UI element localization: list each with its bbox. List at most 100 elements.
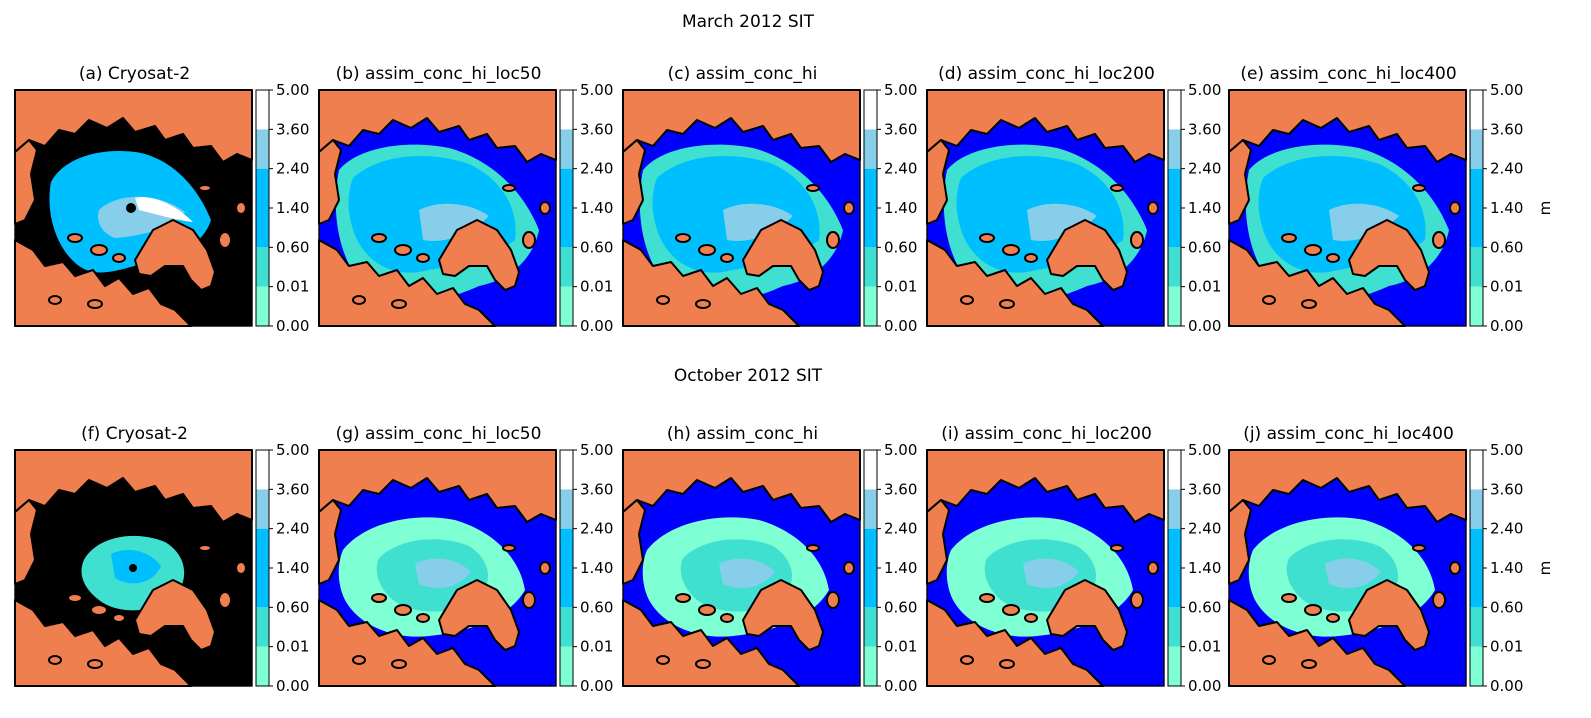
colorbar-segment bbox=[1168, 90, 1181, 130]
sea-ice-thickness-map bbox=[622, 449, 861, 687]
colorbar-segment bbox=[1168, 286, 1181, 326]
colorbar-segment bbox=[1168, 168, 1181, 208]
colorbar: 0.00 0.01 0.60 1.40 2.40 3.60 5.00 bbox=[559, 81, 613, 335]
colorbar-segment bbox=[560, 489, 573, 529]
colorbar-segment bbox=[864, 247, 877, 287]
colorbar-tick-label: 3.60 bbox=[884, 120, 917, 138]
colorbar-tick-label: 5.00 bbox=[1490, 81, 1523, 99]
colorbar-segment bbox=[1470, 568, 1483, 608]
colorbar-tick-label: 5.00 bbox=[580, 81, 613, 99]
colorbar-tick-label: 3.60 bbox=[276, 480, 309, 498]
sea-ice-thickness-map bbox=[926, 449, 1165, 687]
row-title: October 2012 SIT bbox=[674, 366, 823, 386]
colorbar-segment bbox=[1470, 607, 1483, 647]
colorbar-tick-label: 3.60 bbox=[884, 480, 917, 498]
colorbar-tick-label: 0.01 bbox=[1490, 638, 1523, 656]
colorbar-tick-label: 1.40 bbox=[1188, 559, 1221, 577]
colorbar-segment bbox=[864, 607, 877, 647]
colorbar-segment bbox=[256, 450, 269, 490]
colorbar-tick-label: 5.00 bbox=[1490, 441, 1523, 459]
colorbar-segment bbox=[256, 489, 269, 529]
colorbar: 0.00 0.01 0.60 1.40 2.40 3.60 5.00 bbox=[1167, 81, 1221, 335]
colorbar: 0.00 0.01 0.60 1.40 2.40 3.60 5.00 bbox=[255, 81, 309, 335]
panel-title: (d) assim_conc_hi_loc200 bbox=[938, 64, 1155, 84]
colorbar-tick-label: 0.60 bbox=[884, 238, 917, 256]
colorbar-tick-label: 0.60 bbox=[580, 598, 613, 616]
row-title: March 2012 SIT bbox=[682, 12, 815, 32]
colorbar-segment bbox=[560, 607, 573, 647]
colorbar-unit-label: m bbox=[1536, 201, 1554, 216]
colorbar-segment bbox=[560, 247, 573, 287]
colorbar-tick-label: 1.40 bbox=[884, 199, 917, 217]
sea-ice-thickness-map bbox=[318, 89, 557, 327]
colorbar-segment bbox=[256, 208, 269, 248]
colorbar-segment bbox=[560, 129, 573, 169]
colorbar-segment bbox=[560, 90, 573, 130]
panel-title: (j) assim_conc_hi_loc400 bbox=[1243, 424, 1454, 444]
colorbar-tick-label: 0.00 bbox=[276, 677, 309, 695]
colorbar-tick-label: 1.40 bbox=[276, 559, 309, 577]
colorbar-segment bbox=[1168, 528, 1181, 568]
colorbar-tick-label: 1.40 bbox=[1490, 199, 1523, 217]
colorbar-tick-label: 2.40 bbox=[884, 520, 917, 538]
colorbar: 0.00 0.01 0.60 1.40 2.40 3.60 5.00 bbox=[863, 441, 917, 695]
colorbar-tick-label: 0.01 bbox=[884, 638, 917, 656]
colorbar-segment bbox=[1168, 208, 1181, 248]
colorbar-tick-label: 3.60 bbox=[1188, 480, 1221, 498]
colorbar-segment bbox=[864, 489, 877, 529]
colorbar-segment bbox=[1168, 568, 1181, 608]
colorbar-tick-label: 0.00 bbox=[1188, 677, 1221, 695]
colorbar-segment bbox=[560, 646, 573, 686]
colorbar-tick-label: 2.40 bbox=[276, 520, 309, 538]
colorbar: 0.00 0.01 0.60 1.40 2.40 3.60 5.00 bbox=[559, 441, 613, 695]
colorbar-tick-label: 0.01 bbox=[884, 278, 917, 296]
colorbar-segment bbox=[256, 568, 269, 608]
colorbar-tick-label: 0.60 bbox=[1490, 238, 1523, 256]
colorbar-segment bbox=[1168, 450, 1181, 490]
colorbar-tick-label: 0.00 bbox=[1188, 317, 1221, 335]
colorbar-segment bbox=[256, 90, 269, 130]
panel-title: (c) assim_conc_hi bbox=[668, 64, 818, 84]
colorbar-tick-label: 0.00 bbox=[276, 317, 309, 335]
colorbar: 0.00 0.01 0.60 1.40 2.40 3.60 5.00 m bbox=[1469, 441, 1554, 695]
colorbar-segment bbox=[1168, 646, 1181, 686]
colorbar: 0.00 0.01 0.60 1.40 2.40 3.60 5.00 m bbox=[1469, 81, 1554, 335]
colorbar-tick-label: 0.00 bbox=[1490, 317, 1523, 335]
colorbar-segment bbox=[1168, 607, 1181, 647]
colorbar-segment bbox=[256, 607, 269, 647]
colorbar-tick-label: 2.40 bbox=[884, 160, 917, 178]
colorbar-segment bbox=[864, 528, 877, 568]
panel-title: (g) assim_conc_hi_loc50 bbox=[336, 424, 542, 444]
colorbar-tick-label: 1.40 bbox=[276, 199, 309, 217]
colorbar-tick-label: 0.60 bbox=[1490, 598, 1523, 616]
colorbar-tick-label: 0.60 bbox=[580, 238, 613, 256]
colorbar-tick-label: 3.60 bbox=[1188, 120, 1221, 138]
colorbar-tick-label: 0.01 bbox=[276, 278, 309, 296]
sea-ice-thickness-map bbox=[926, 89, 1165, 327]
colorbar: 0.00 0.01 0.60 1.40 2.40 3.60 5.00 bbox=[863, 81, 917, 335]
colorbar-segment bbox=[864, 646, 877, 686]
colorbar-segment bbox=[864, 286, 877, 326]
colorbar-segment bbox=[864, 208, 877, 248]
panel-title: (h) assim_conc_hi bbox=[667, 424, 818, 444]
colorbar-segment bbox=[1470, 129, 1483, 169]
colorbar-tick-label: 0.01 bbox=[580, 638, 613, 656]
panel-title: (i) assim_conc_hi_loc200 bbox=[941, 424, 1152, 444]
colorbar-tick-label: 1.40 bbox=[1188, 199, 1221, 217]
colorbar-tick-label: 3.60 bbox=[580, 120, 613, 138]
colorbar-segment bbox=[1470, 90, 1483, 130]
colorbar-segment bbox=[1470, 646, 1483, 686]
colorbar-tick-label: 2.40 bbox=[580, 160, 613, 178]
colorbar-tick-label: 2.40 bbox=[276, 160, 309, 178]
colorbar-tick-label: 0.60 bbox=[884, 598, 917, 616]
colorbar-segment bbox=[1470, 286, 1483, 326]
colorbar-tick-label: 0.60 bbox=[276, 598, 309, 616]
colorbar-tick-label: 0.00 bbox=[884, 317, 917, 335]
colorbar-tick-label: 0.00 bbox=[580, 677, 613, 695]
colorbar-tick-label: 2.40 bbox=[1490, 160, 1523, 178]
colorbar-tick-label: 0.00 bbox=[884, 677, 917, 695]
colorbar-tick-label: 1.40 bbox=[580, 199, 613, 217]
colorbar-segment bbox=[1470, 450, 1483, 490]
colorbar-segment bbox=[560, 568, 573, 608]
colorbar-tick-label: 5.00 bbox=[884, 81, 917, 99]
